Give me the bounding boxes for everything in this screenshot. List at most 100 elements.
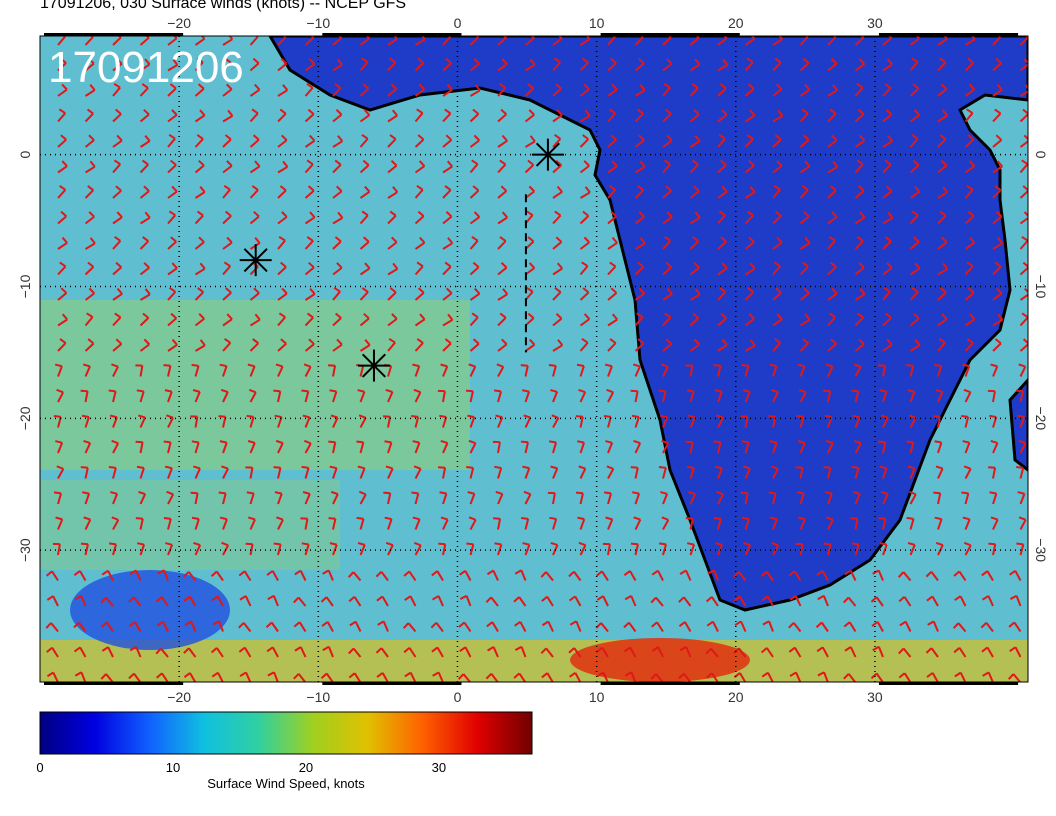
wind-barb	[661, 516, 670, 530]
wind-barb	[827, 84, 839, 97]
wind-barb	[135, 517, 144, 530]
wind-barb	[84, 185, 94, 199]
wind-barb	[100, 596, 114, 607]
wind-barb	[359, 262, 371, 276]
wind-barb	[733, 595, 747, 607]
wind-barb	[1019, 235, 1028, 250]
wind-barb	[854, 108, 865, 123]
wind-barb	[249, 338, 259, 352]
wind-barb	[937, 83, 948, 97]
wind-barb	[964, 36, 976, 46]
wind-barb	[827, 235, 836, 250]
wind-barb	[744, 159, 755, 174]
wind-barb	[303, 439, 312, 454]
wind-barb	[714, 389, 723, 403]
wind-barb	[772, 236, 783, 250]
wind-barb	[689, 83, 699, 97]
wind-barb	[414, 313, 426, 327]
wind-barb	[717, 36, 728, 46]
wind-barb	[57, 338, 67, 352]
wind-barb	[937, 160, 948, 174]
wind-barb	[706, 672, 719, 682]
wind-barb	[742, 465, 751, 479]
wind-barb	[634, 338, 645, 352]
wind-barb	[469, 159, 479, 174]
wind-barb	[194, 236, 205, 250]
wind-barb	[332, 211, 344, 225]
wind-barb	[799, 134, 810, 148]
wind-barb	[550, 465, 559, 479]
wind-barb	[717, 133, 726, 148]
wind-barb	[194, 339, 206, 352]
wind-barb	[249, 108, 259, 123]
wind-barb	[459, 646, 472, 658]
jet-max	[570, 638, 750, 682]
wind-barb	[623, 570, 637, 581]
wind-barb	[909, 36, 920, 46]
wind-barb	[497, 211, 508, 225]
wind-barb	[843, 596, 857, 607]
wind-barb	[770, 388, 779, 403]
lat-tick-right: −30	[1033, 538, 1049, 562]
wind-barb	[267, 671, 279, 682]
wind-barb	[827, 185, 837, 199]
lon-tick-bottom: −10	[306, 689, 330, 705]
wind-barb	[469, 134, 480, 148]
wind-barb	[854, 58, 866, 72]
wind-barb	[194, 313, 205, 327]
wind-barb	[101, 646, 114, 658]
wind-barb	[988, 542, 997, 556]
wind-barb	[1008, 621, 1022, 633]
wind-barb	[458, 621, 472, 633]
wind-barb	[744, 287, 754, 301]
wind-barb	[596, 570, 609, 582]
wind-barb	[827, 58, 838, 72]
wind-barb	[332, 36, 343, 46]
wind-barb	[577, 440, 586, 454]
wind-barb	[569, 671, 582, 682]
wind-barb	[659, 414, 668, 428]
wind-barb	[266, 570, 279, 581]
wind-barb	[772, 261, 781, 276]
wind-barb	[524, 338, 536, 352]
wind-barb	[304, 108, 315, 123]
wind-barb	[301, 389, 310, 403]
wind-barb	[603, 491, 612, 505]
wind-barb	[963, 541, 972, 556]
lat-tick-right: 0	[1033, 151, 1049, 159]
wind-barb	[717, 58, 729, 72]
lat-tick-left: 0	[17, 151, 33, 159]
wind-barb	[607, 134, 617, 148]
wind-barb	[359, 109, 371, 123]
wind-barb	[658, 465, 667, 479]
lat-tick-left: −30	[17, 538, 33, 562]
wind-barb	[84, 261, 95, 276]
wind-barb	[487, 646, 499, 658]
wind-barb	[827, 338, 837, 352]
wind-barb	[167, 58, 179, 72]
wind-barb	[495, 490, 504, 505]
wind-barb	[705, 596, 719, 607]
wind-barb	[817, 594, 829, 607]
wind-barb	[304, 338, 315, 352]
wind-barb	[579, 186, 591, 199]
wind-barb	[359, 210, 369, 225]
wind-barb	[238, 570, 252, 582]
wind-barb	[607, 83, 618, 97]
frame-bar	[322, 682, 462, 685]
wind-barb	[139, 58, 151, 72]
wind-barb	[157, 569, 169, 581]
wind-barb	[167, 83, 177, 97]
wind-barb	[854, 338, 865, 352]
wind-barb	[705, 647, 719, 658]
wind-barb	[1019, 312, 1028, 327]
wind-barb	[348, 596, 362, 607]
wind-barb	[579, 337, 589, 352]
wind-barb	[552, 236, 563, 250]
wind-barb	[332, 58, 343, 72]
wind-barb	[909, 185, 921, 199]
wind-barb	[772, 134, 782, 148]
wind-barb	[634, 84, 646, 97]
axis-ticks: −20 −20 −10 −10 0 0 10 10 20 20 30 30 0 0 −10 −10 −20 −20…	[17, 15, 1049, 705]
frame-bar	[600, 682, 740, 685]
